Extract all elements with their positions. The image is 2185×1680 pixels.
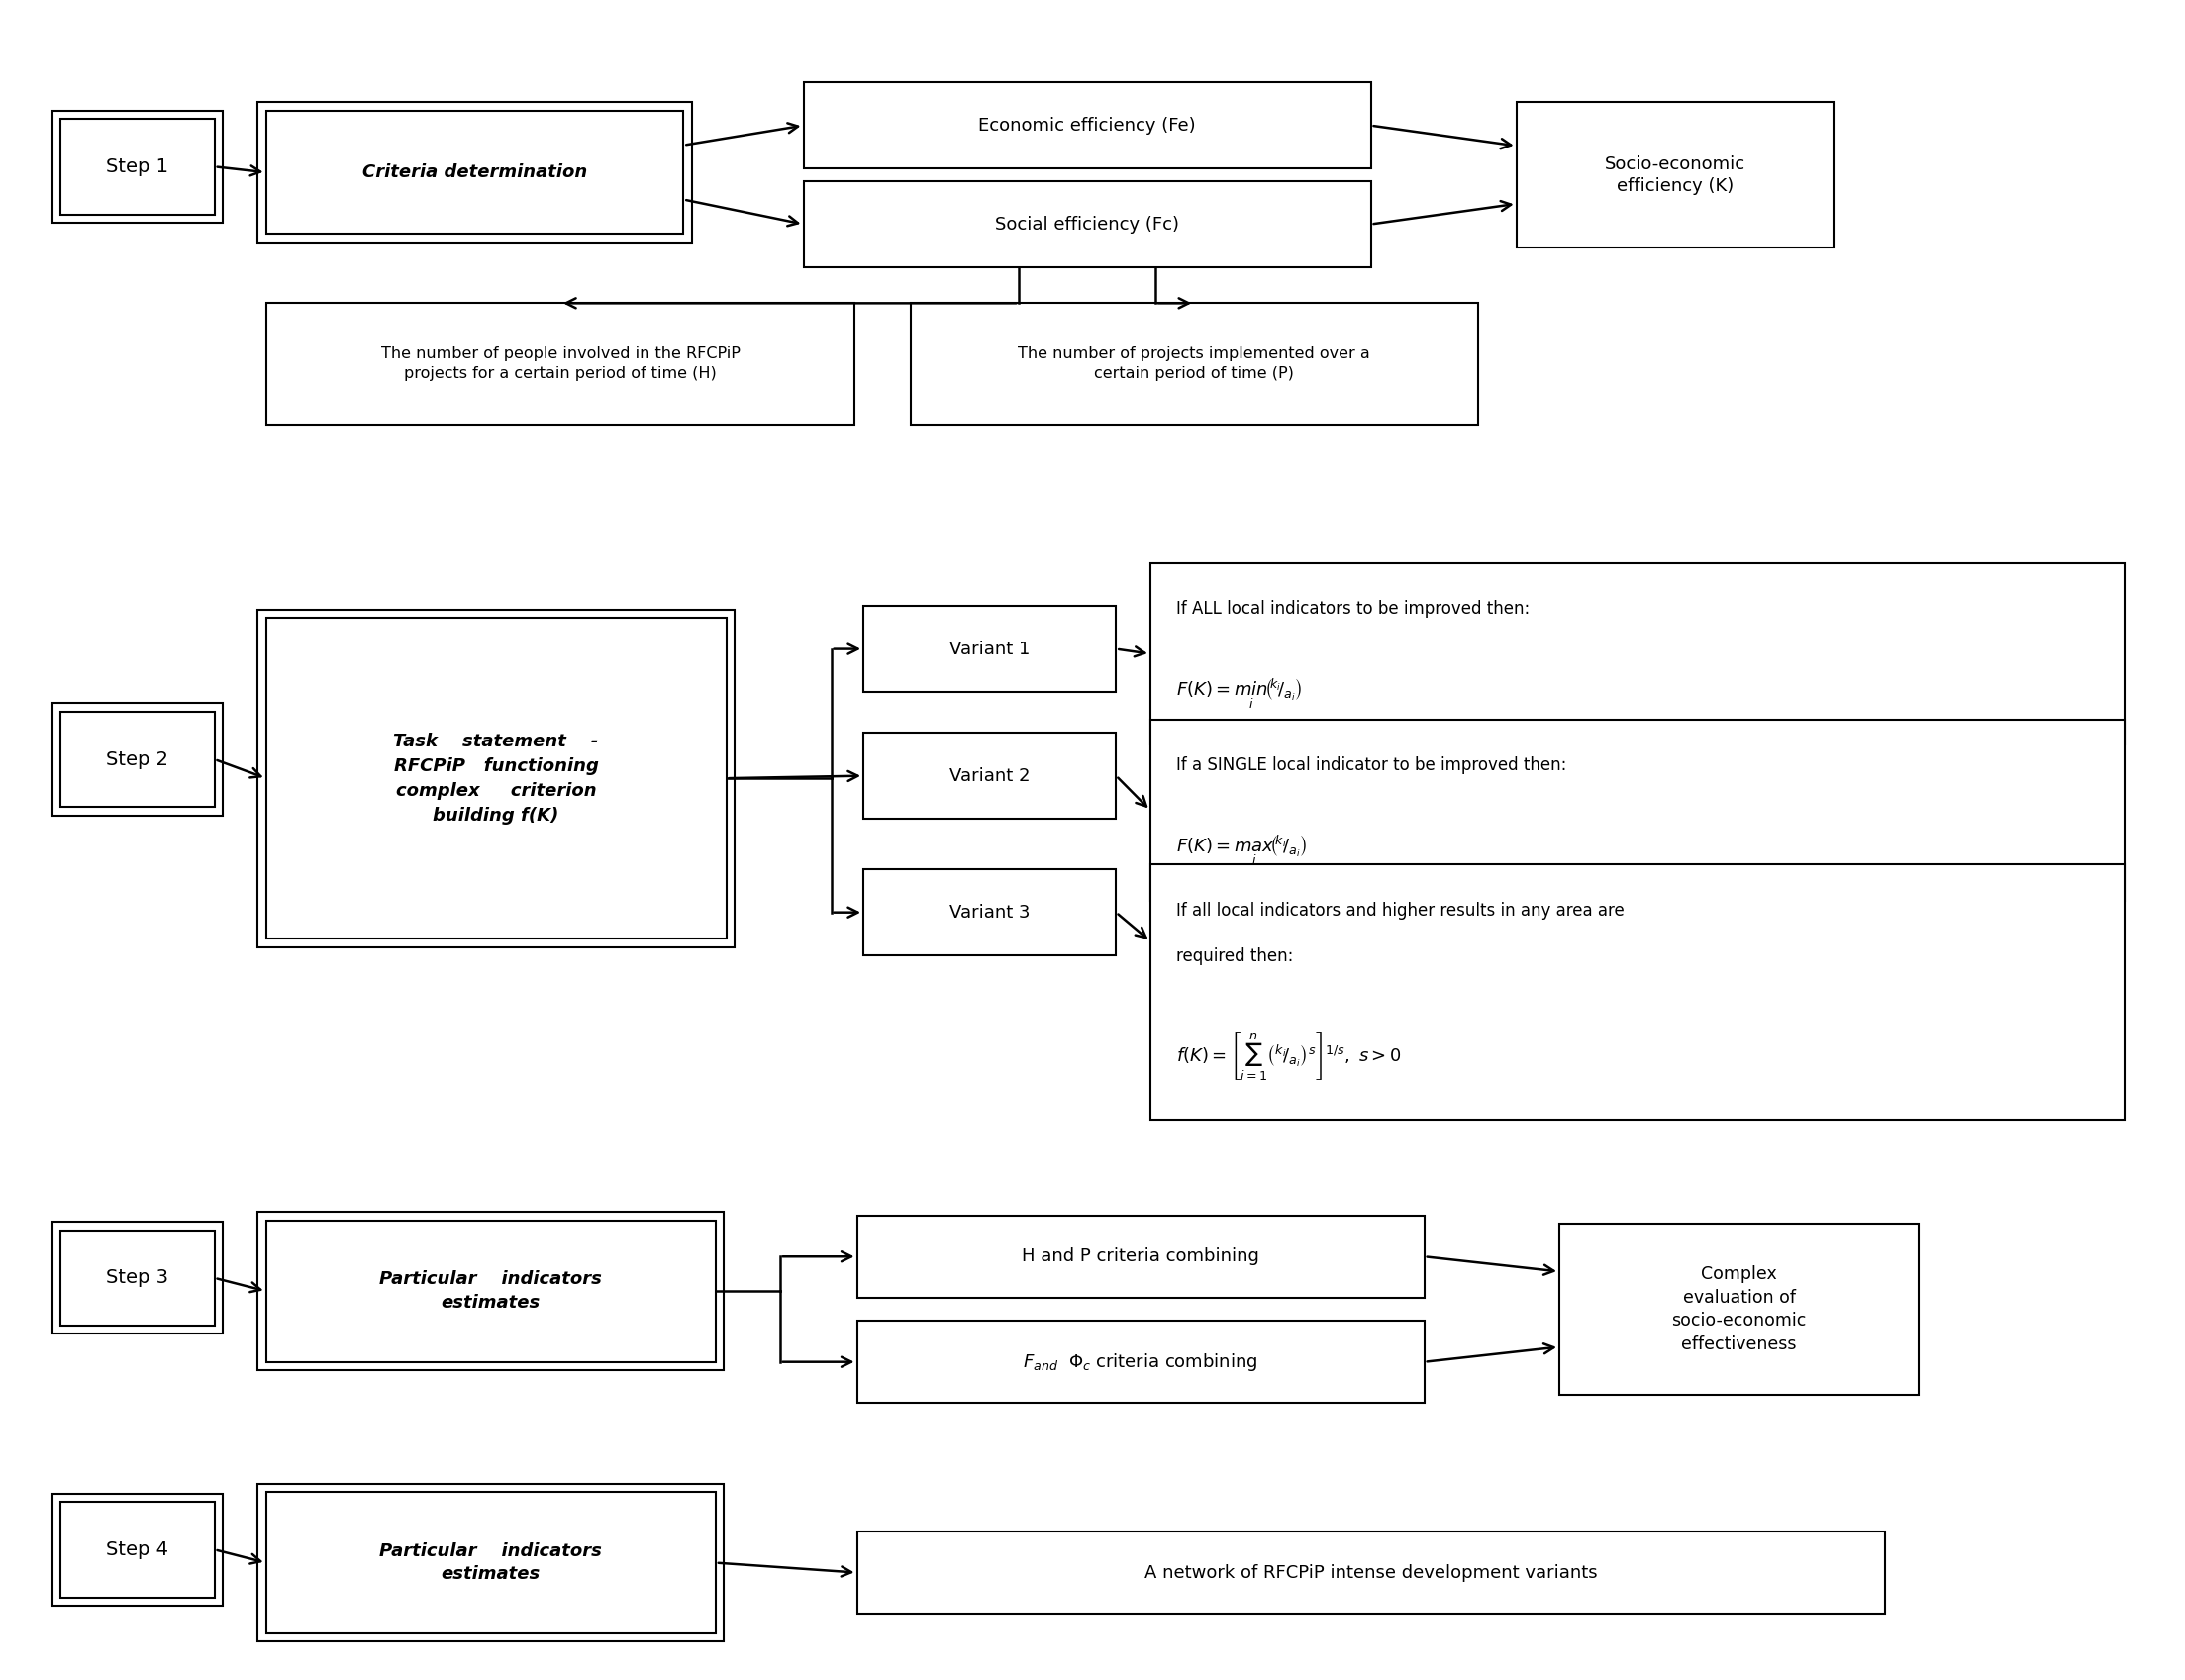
- Text: $F(K) = \underset{i}{max}\!\left(\!{}^{k_i}\!/_{a_i}\right)$: $F(K) = \underset{i}{max}\!\left(\!{}^{k…: [1176, 833, 1307, 867]
- Bar: [52, 1494, 223, 1606]
- Text: Variant 2: Variant 2: [948, 766, 1029, 785]
- Bar: [1149, 563, 2124, 744]
- Text: Step 3: Step 3: [107, 1268, 168, 1287]
- Bar: [61, 1502, 214, 1598]
- Text: required then:: required then:: [1176, 948, 1294, 966]
- Bar: [267, 1492, 717, 1633]
- Text: Complex
evaluation of
socio-economic
effectiveness: Complex evaluation of socio-economic eff…: [1672, 1265, 1807, 1352]
- Text: Variant 3: Variant 3: [948, 904, 1029, 921]
- Text: $f(K) = \left[\sum_{i=1}^{n}\left({}^{k_i}\!/_{a_i}\right)^s\right]^{1/s},\; s >: $f(K) = \left[\sum_{i=1}^{n}\left({}^{k_…: [1176, 1030, 1401, 1082]
- Text: Particular    indicators
estimates: Particular indicators estimates: [380, 1270, 603, 1312]
- Bar: [863, 606, 1117, 692]
- Bar: [258, 1211, 723, 1371]
- Bar: [267, 111, 684, 234]
- Text: If a SINGLE local indicator to be improved then:: If a SINGLE local indicator to be improv…: [1176, 756, 1567, 774]
- Bar: [52, 111, 223, 222]
- Text: H and P criteria combining: H and P criteria combining: [1023, 1248, 1259, 1265]
- Bar: [258, 610, 734, 948]
- Text: $F(K) = \underset{i}{min}\!\left(\!{}^{k_i}\!/_{a_i}\right)$: $F(K) = \underset{i}{min}\!\left(\!{}^{k…: [1176, 677, 1302, 711]
- Text: Criteria determination: Criteria determination: [363, 163, 588, 181]
- Bar: [52, 1221, 223, 1334]
- Text: Step 4: Step 4: [107, 1541, 168, 1559]
- Bar: [911, 304, 1477, 425]
- Text: Socio-economic
efficiency (K): Socio-economic efficiency (K): [1604, 155, 1746, 195]
- Text: The number of people involved in the RFCPiP
projects for a certain period of tim: The number of people involved in the RFC…: [380, 348, 741, 381]
- Text: If ALL local indicators to be improved then:: If ALL local indicators to be improved t…: [1176, 600, 1529, 618]
- Text: Social efficiency (Fc): Social efficiency (Fc): [994, 215, 1180, 234]
- Bar: [863, 870, 1117, 956]
- Bar: [258, 102, 693, 242]
- Text: The number of projects implemented over a
certain period of time (P): The number of projects implemented over …: [1018, 348, 1370, 381]
- Text: A network of RFCPiP intense development variants: A network of RFCPiP intense development …: [1145, 1564, 1597, 1581]
- Bar: [1149, 719, 2124, 900]
- Bar: [1516, 102, 1833, 247]
- Bar: [267, 304, 854, 425]
- Bar: [267, 1220, 717, 1362]
- Text: Variant 1: Variant 1: [950, 640, 1029, 659]
- Text: Step 2: Step 2: [107, 749, 168, 769]
- Text: Particular    indicators
estimates: Particular indicators estimates: [380, 1542, 603, 1583]
- Bar: [804, 181, 1370, 267]
- Bar: [61, 1230, 214, 1326]
- Text: Economic efficiency (Fe): Economic efficiency (Fe): [979, 116, 1195, 134]
- Bar: [267, 618, 725, 939]
- Bar: [857, 1320, 1425, 1403]
- Bar: [857, 1532, 1886, 1614]
- Bar: [258, 1483, 723, 1641]
- Bar: [804, 82, 1370, 168]
- Bar: [1560, 1223, 1918, 1394]
- Text: $\mathit{F}_{and}$  $\mathit{\Phi}_c$ criteria combining: $\mathit{F}_{and}$ $\mathit{\Phi}_c$ cri…: [1023, 1351, 1259, 1373]
- Bar: [1149, 865, 2124, 1121]
- Bar: [52, 704, 223, 815]
- Bar: [857, 1215, 1425, 1297]
- Text: Task    statement    -
RFCPiP   functioning
complex     criterion
building f(K): Task statement - RFCPiP functioning comp…: [393, 732, 599, 825]
- Bar: [61, 119, 214, 215]
- Text: If all local indicators and higher results in any area are: If all local indicators and higher resul…: [1176, 902, 1623, 919]
- Bar: [863, 732, 1117, 818]
- Text: Step 1: Step 1: [107, 158, 168, 176]
- Bar: [61, 712, 214, 806]
